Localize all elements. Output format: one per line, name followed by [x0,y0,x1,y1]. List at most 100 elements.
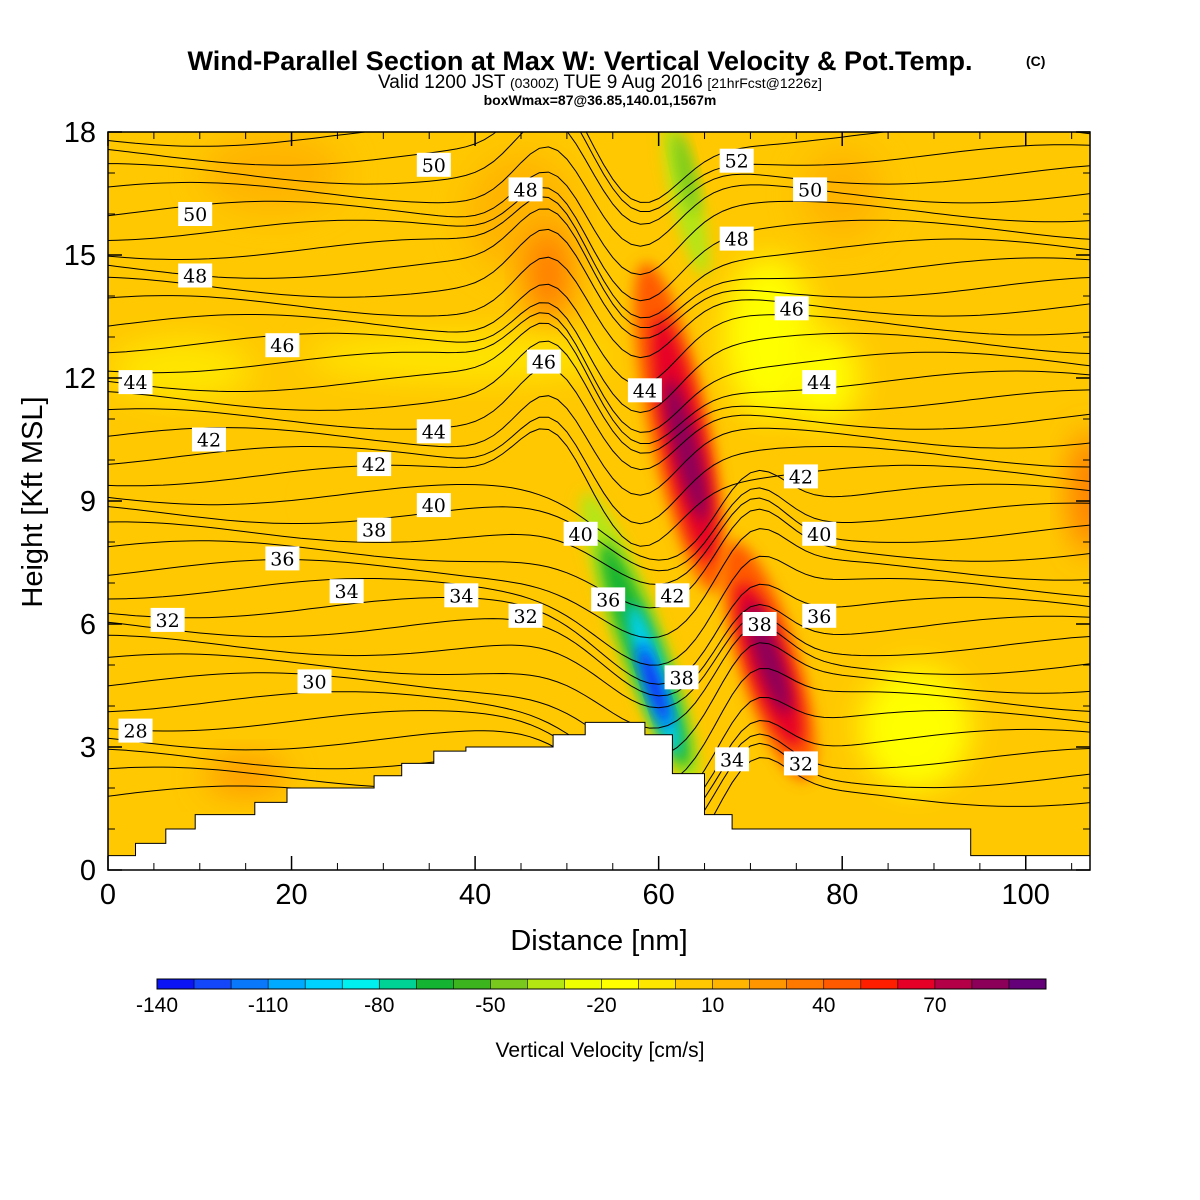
contour-label-box [265,333,300,358]
theta-contour [108,487,1090,572]
contour-label-text: 44 [123,372,147,394]
contour-label: 36 [591,587,626,612]
x-tick-label: 80 [826,879,858,911]
contour-label-box [591,587,626,612]
colorbar-swatch [675,979,714,989]
colorbar-tick-label: 10 [701,994,724,1017]
contour-label: 36 [265,546,300,571]
contour-label-box [178,263,213,288]
contour-label-box [265,546,300,571]
contour-label-text: 44 [807,372,831,394]
contour-label-text: 36 [596,589,620,611]
contour-label-box [802,603,837,628]
x-tick-label: 60 [643,879,675,911]
y-tick-label: 6 [80,609,96,641]
vv-shade [205,757,286,794]
theta-contour [108,583,1090,685]
contour-label: 32 [783,751,818,776]
colorbar-swatch [860,979,899,989]
colorbar-tick-label: -50 [475,994,505,1017]
contour-label: 30 [297,669,332,694]
colorbar-swatch [601,979,640,989]
contour-label: 44 [627,378,662,403]
contour-label-box [802,521,837,546]
contour-label: 32 [508,603,543,628]
vv-shade [526,230,571,321]
y-tick-label: 18 [64,117,96,149]
valid-date: TUE 9 Aug 2016 [563,72,702,93]
theta-contour [108,132,1090,225]
contour-label: 44 [802,370,837,395]
contour-label-text: 38 [362,520,386,542]
contour-label: 42 [191,427,226,452]
contour-label-box [719,148,754,173]
contour-label-text: 52 [725,151,749,173]
y-tick-label: 3 [80,732,96,764]
theta-contour [108,322,1090,444]
colorbar-swatch [564,979,602,989]
theta-contour [108,428,1090,547]
contour-label: 48 [178,263,213,288]
contour-label: 44 [416,419,451,444]
colorbar-tick-label: -80 [364,994,394,1017]
contour-label: 46 [265,333,300,358]
contour-label-text: 44 [422,421,446,443]
contour-label-box [655,583,690,608]
colorbar-swatch [490,979,528,989]
contour-label-box [416,419,451,444]
contour-label-box [783,751,818,776]
contour-label-box [118,718,153,743]
colorbar-swatch [416,979,454,989]
contour-label-text: 48 [513,179,537,201]
contour-label-text: 42 [362,454,386,476]
contour-label-text: 34 [335,581,359,603]
contour-label: 34 [715,747,750,772]
colorbar-swatch [157,979,195,989]
contour-label-box [508,177,543,202]
contour-label-text: 36 [270,548,294,570]
colorbar-tick-label: 40 [812,994,835,1017]
colorbar-swatch [897,979,936,989]
colorbar-tick-label: -20 [586,994,616,1017]
colorbar-swatch [786,979,825,989]
contour-label-box [191,427,226,452]
theta-contour [108,208,1090,328]
contour-label-text: 38 [748,614,772,636]
theta-contour [108,256,1090,359]
contour-label: 42 [783,464,818,489]
colorbar-swatch [823,979,862,989]
contour-label-text: 46 [270,335,294,357]
theta-contour [108,469,1090,561]
vv-shade [1070,432,1090,553]
contour-label-text: 42 [660,585,684,607]
y-tick-label: 9 [80,486,96,518]
contour-label-text: 32 [789,753,813,775]
contour-label-box [329,579,364,604]
contour-label: 46 [774,296,809,321]
contour-label-text: 34 [720,749,744,771]
contour-label: 52 [719,148,754,173]
x-tick-label: 20 [275,879,307,911]
y-tick-label: 12 [64,363,96,395]
contour-label-box [357,517,392,542]
theta-contour [108,146,1090,247]
contour-label-text: 40 [569,524,593,546]
theta-contour [108,395,1090,496]
colorbar-swatch [934,979,973,989]
contour-labels: 50 52 48 50 50 48 48 46 46 46 44 44 44 44 42 42 42 40 40 40… [118,148,837,776]
colorbar-tick-label: -140 [136,994,178,1017]
theta-contour [108,132,1090,203]
copyright-mark: (C) [1026,53,1045,69]
x-tick-label: 100 [1002,879,1050,911]
valid-time: Valid 1200 JST [378,72,506,93]
contour-label: 34 [329,579,364,604]
contour-label: 38 [742,612,777,636]
theta-contour [108,497,1090,586]
y-tick-label: 0 [80,855,96,887]
contour-label-box [563,521,598,546]
contour-label: 48 [719,226,754,251]
colorbar-title: Vertical Velocity [cm/s] [496,1039,705,1062]
contour-label-text: 50 [183,204,207,226]
contour-label: 40 [416,493,451,518]
theta-contour [108,625,1090,729]
